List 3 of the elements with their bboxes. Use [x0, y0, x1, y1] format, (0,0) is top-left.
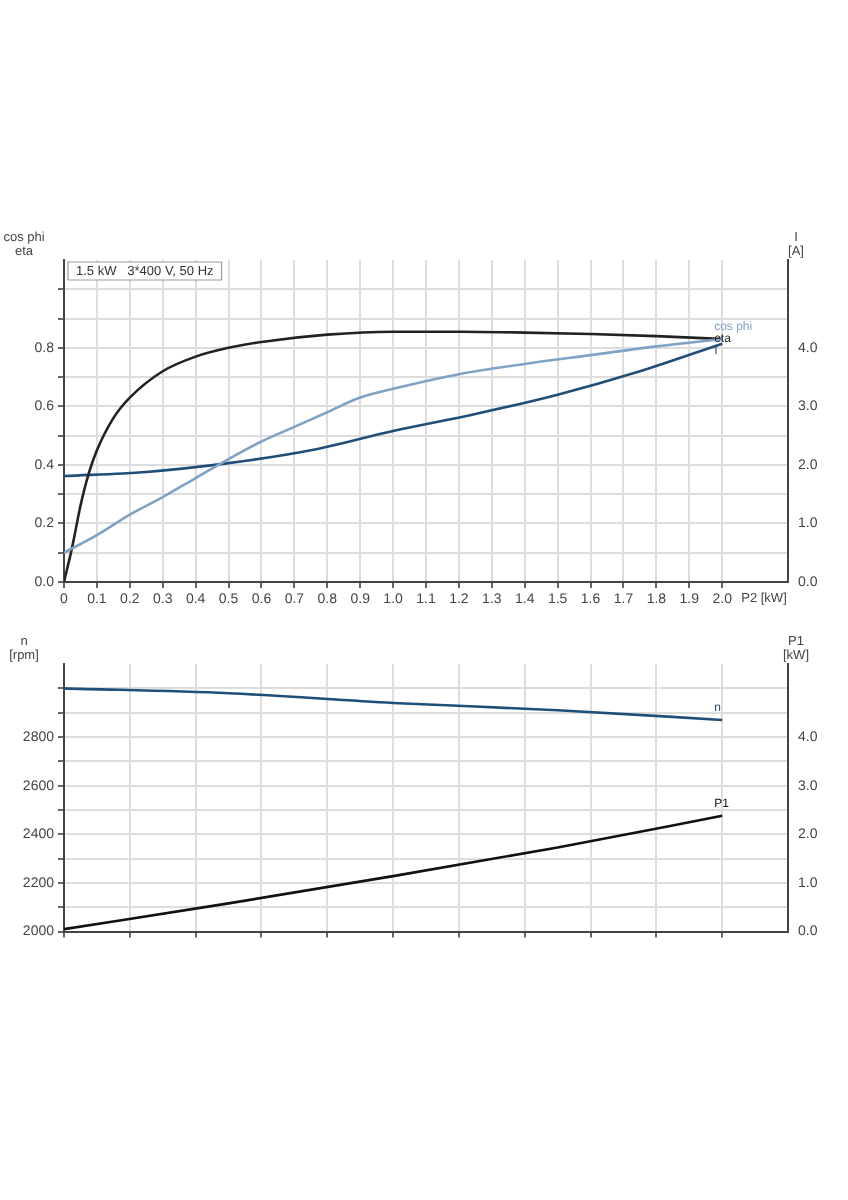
- line-series: [64, 687, 724, 722]
- line-series: [64, 342, 724, 478]
- line-series: [64, 814, 724, 931]
